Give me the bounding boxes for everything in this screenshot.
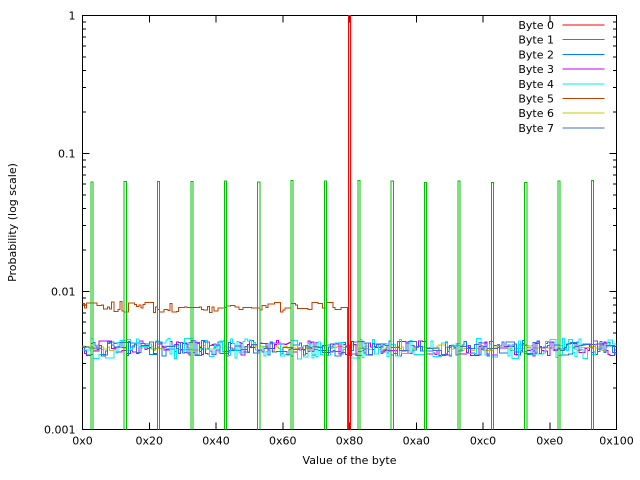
legend-item-byte-7: Byte 7 (518, 122, 605, 135)
y-tick-label: 0.001 (44, 424, 76, 437)
series-byte-0 (347, 15, 352, 430)
legend-label: Byte 0 (518, 19, 554, 32)
legend-label: Byte 1 (518, 34, 554, 47)
x-tick-label: 0x20 (135, 435, 163, 448)
x-tick-label: 0x0 (72, 435, 93, 448)
legend-item-byte-4: Byte 4 (518, 78, 605, 91)
legend-label: Byte 5 (518, 93, 554, 106)
y-axis-title: Probability (log scale) (6, 163, 19, 282)
y-tick-label: 1 (69, 10, 76, 23)
legend-label: Byte 2 (518, 48, 554, 61)
y-tick-label: 0.1 (58, 148, 76, 161)
y-tick-label: 0.01 (51, 286, 76, 299)
legend-item-byte-5: Byte 5 (518, 93, 605, 106)
x-tick-label: 0x60 (269, 435, 297, 448)
series-byte-4 (82, 337, 617, 360)
x-tick-label: 0x80 (336, 435, 364, 448)
legend-label: Byte 3 (518, 63, 554, 76)
legend-item-byte-1: Byte 1 (518, 34, 605, 47)
series-byte-5 (82, 301, 348, 430)
legend-item-byte-6: Byte 6 (518, 107, 605, 120)
legend-item-byte-0: Byte 0 (518, 19, 605, 32)
series-byte-1 (90, 180, 595, 430)
legend-label: Byte 7 (518, 122, 554, 135)
legend-item-byte-3: Byte 3 (518, 63, 605, 76)
x-tick-label: 0xc0 (470, 435, 496, 448)
legend-label: Byte 4 (518, 78, 554, 91)
x-tick-label: 0xe0 (536, 435, 563, 448)
x-tick-label: 0xa0 (403, 435, 430, 448)
legend-item-byte-2: Byte 2 (518, 48, 605, 61)
x-tick-label: 0x40 (202, 435, 230, 448)
x-axis-title: Value of the byte (303, 454, 397, 467)
x-tick-label: 0x100 (599, 435, 634, 448)
legend-label: Byte 6 (518, 107, 554, 120)
